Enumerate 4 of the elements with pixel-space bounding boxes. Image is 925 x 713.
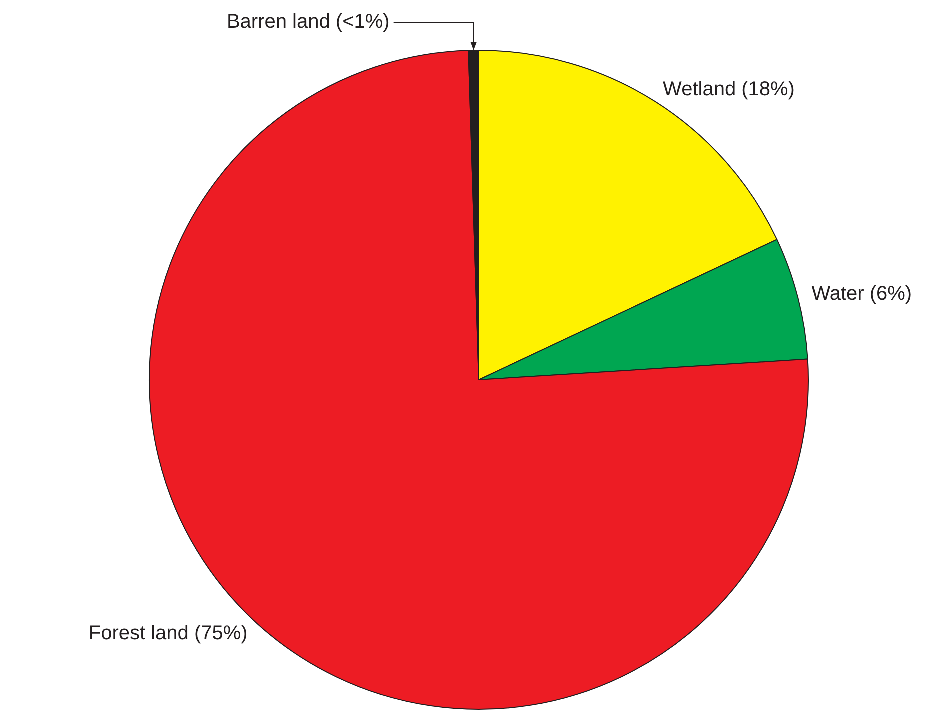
slice-label: Wetland (18%) — [663, 78, 795, 100]
slice-label: Barren land (<1%) — [226, 11, 390, 34]
slice-label: Forest land (75%) — [88, 622, 248, 645]
slice-label: Water (6%) — [812, 283, 912, 306]
